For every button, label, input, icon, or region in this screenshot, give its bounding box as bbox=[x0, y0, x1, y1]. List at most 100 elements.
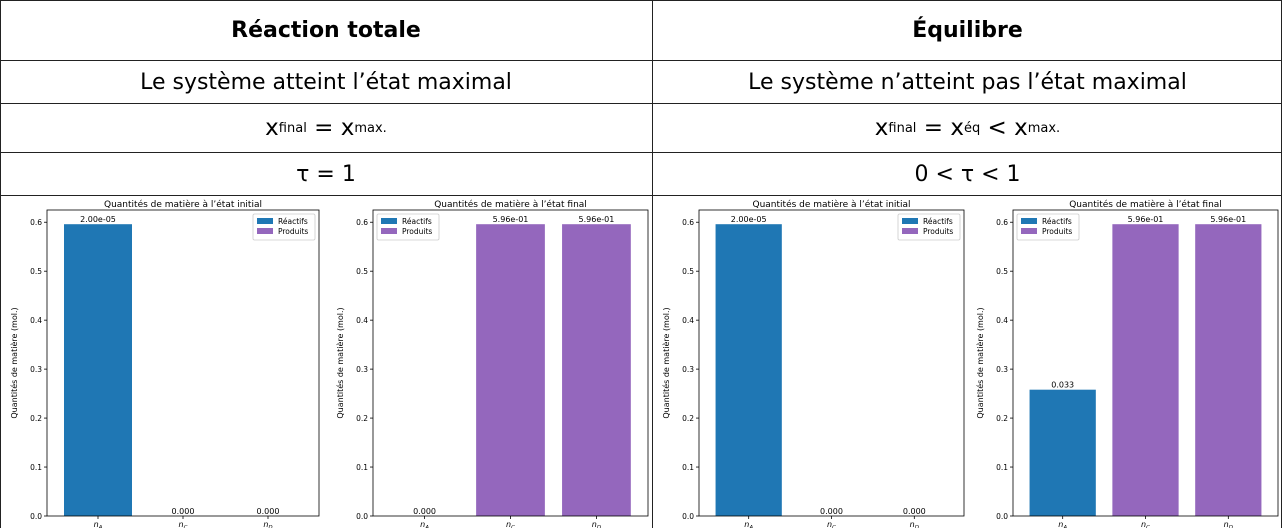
x-tick-label: nC bbox=[1141, 520, 1150, 528]
y-tick-label: 0.3 bbox=[30, 365, 42, 374]
chart-initial-total: Quantités de matière à l’état initial Qua… bbox=[9, 199, 320, 528]
data-label: 5.96e-01 bbox=[1128, 215, 1164, 224]
eq-var: x bbox=[340, 115, 355, 141]
y-tick-label: 0.1 bbox=[996, 463, 1008, 472]
bar-n_C bbox=[476, 224, 545, 516]
legend-swatch bbox=[902, 218, 918, 224]
y-tick-label: 0.4 bbox=[356, 316, 368, 325]
bar-n_C bbox=[1112, 224, 1179, 516]
data-label: 0.000 bbox=[820, 507, 843, 516]
chart-title: Quantités de matière à l’état final bbox=[1069, 199, 1222, 210]
legend-swatch bbox=[257, 228, 273, 234]
tau-equilibrium: 0 < τ < 1 bbox=[914, 161, 1021, 187]
y-tick-label: 0.5 bbox=[996, 267, 1008, 276]
bar-n_A bbox=[64, 224, 132, 516]
data-label: 5.96e-01 bbox=[579, 215, 615, 224]
row-divider bbox=[0, 195, 1282, 196]
table-border-top bbox=[0, 0, 1282, 1]
y-axis-label: Quantités de matière (mol.) bbox=[975, 307, 985, 418]
table-border-left bbox=[0, 0, 1, 528]
data-label: 5.96e-01 bbox=[1210, 215, 1246, 224]
x-tick-label: nD bbox=[592, 520, 601, 528]
legend-label: Produits bbox=[278, 227, 308, 236]
legend-swatch bbox=[902, 228, 918, 234]
eq-sign: = bbox=[916, 115, 951, 141]
eq-var: x bbox=[265, 115, 279, 141]
bar-n_A bbox=[1029, 389, 1096, 516]
eq-sub: final bbox=[278, 120, 307, 136]
y-tick-label: 0.6 bbox=[356, 218, 368, 227]
eq-sub: max. bbox=[354, 120, 387, 136]
y-tick-label: 0.2 bbox=[30, 414, 42, 423]
equation-total-reaction: x final = x max. bbox=[0, 104, 652, 152]
x-tick-label: nC bbox=[827, 520, 836, 528]
data-label: 0.000 bbox=[257, 507, 280, 516]
y-tick-label: 0.3 bbox=[682, 365, 694, 374]
eq-sub: max. bbox=[1027, 120, 1061, 136]
y-tick-label: 0.2 bbox=[996, 414, 1008, 423]
bar-n_A bbox=[715, 224, 782, 516]
y-axis-label: Quantités de matière (mol.) bbox=[9, 307, 19, 418]
x-tick-label: nD bbox=[910, 520, 919, 528]
y-tick-label: 0.4 bbox=[682, 316, 694, 325]
row-divider bbox=[0, 60, 1282, 61]
y-tick-label: 0.6 bbox=[30, 218, 42, 227]
legend-label: Réactifs bbox=[278, 217, 308, 226]
y-tick-label: 0.0 bbox=[682, 512, 694, 521]
x-tick-label: nA bbox=[420, 520, 429, 528]
state-total-reaction: Le système atteint l’état maximal bbox=[140, 69, 512, 95]
chart-final-equilibrium: Quantités de matière à l’état final Quant… bbox=[975, 199, 1279, 528]
legend-label: Réactifs bbox=[923, 217, 953, 226]
y-tick-label: 0.5 bbox=[30, 267, 42, 276]
y-tick-label: 0.2 bbox=[356, 414, 368, 423]
y-tick-label: 0.3 bbox=[356, 365, 368, 374]
y-tick-label: 0.0 bbox=[996, 512, 1008, 521]
eq-var: x bbox=[950, 115, 964, 141]
data-label: 5.96e-01 bbox=[493, 215, 529, 224]
eq-var: x bbox=[874, 115, 889, 141]
data-label: 0.033 bbox=[1051, 381, 1074, 390]
data-label: 2.00e-05 bbox=[80, 215, 116, 224]
legend-swatch bbox=[1021, 228, 1037, 234]
chart-title: Quantités de matière à l’état initial bbox=[104, 199, 262, 210]
data-label: 0.000 bbox=[903, 507, 926, 516]
y-tick-label: 0.2 bbox=[682, 414, 694, 423]
x-tick-label: nD bbox=[263, 520, 272, 528]
eq-sign: < bbox=[980, 115, 1015, 141]
header-total-reaction: Réaction totale bbox=[231, 17, 421, 43]
x-tick-label: nA bbox=[744, 520, 753, 528]
y-tick-label: 0.5 bbox=[356, 267, 368, 276]
legend-label: Produits bbox=[923, 227, 953, 236]
eq-sub: éq bbox=[963, 120, 981, 136]
eq-sub: final bbox=[888, 120, 917, 136]
y-tick-label: 0.4 bbox=[30, 316, 42, 325]
data-label: 0.000 bbox=[172, 507, 195, 516]
column-divider bbox=[652, 0, 653, 528]
y-tick-label: 0.4 bbox=[996, 316, 1008, 325]
y-tick-label: 0.1 bbox=[682, 463, 694, 472]
legend-label: Produits bbox=[1042, 227, 1072, 236]
legend-swatch bbox=[1021, 218, 1037, 224]
x-tick-label: nA bbox=[1058, 520, 1067, 528]
y-axis-label: Quantités de matière (mol.) bbox=[661, 307, 671, 418]
legend-swatch bbox=[381, 218, 397, 224]
row-divider bbox=[0, 152, 1282, 153]
eq-sign: = bbox=[306, 115, 341, 141]
legend-label: Réactifs bbox=[1042, 217, 1072, 226]
y-tick-label: 0.3 bbox=[996, 365, 1008, 374]
y-tick-label: 0.6 bbox=[996, 218, 1008, 227]
y-axis-label: Quantités de matière (mol.) bbox=[335, 307, 345, 418]
bar-n_D bbox=[562, 224, 631, 516]
header-equilibrium: Équilibre bbox=[912, 17, 1023, 43]
y-tick-label: 0.5 bbox=[682, 267, 694, 276]
x-tick-label: nC bbox=[179, 520, 188, 528]
data-label: 0.000 bbox=[413, 507, 436, 516]
y-tick-label: 0.0 bbox=[356, 512, 368, 521]
legend-label: Produits bbox=[402, 227, 432, 236]
eq-var: x bbox=[1014, 115, 1028, 141]
tau-total-reaction: τ = 1 bbox=[296, 161, 356, 187]
y-tick-label: 0.0 bbox=[30, 512, 42, 521]
y-tick-label: 0.1 bbox=[356, 463, 368, 472]
row-divider bbox=[0, 103, 1282, 104]
